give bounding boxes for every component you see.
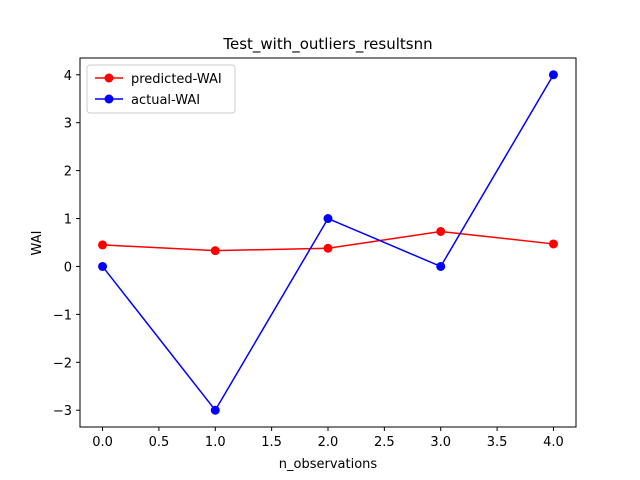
y-tick-label: 4 xyxy=(64,69,72,84)
y-tick-label: 2 xyxy=(64,165,72,180)
y-tick-label: −2 xyxy=(53,356,72,371)
x-axis-ticks: 0.0 0.5 1.0 1.5 2.0 2.5 3.0 3.5 4.0 xyxy=(92,427,564,450)
data-point-predicted-WAI xyxy=(323,243,333,253)
data-point-predicted-WAI xyxy=(548,239,558,249)
x-tick-label: 3.5 xyxy=(487,435,508,450)
legend-label: predicted-WAI xyxy=(131,72,222,87)
x-tick-label: 1.5 xyxy=(261,435,282,450)
x-tick-label: 2.5 xyxy=(374,435,395,450)
y-axis-label: WAI xyxy=(30,231,45,256)
data-point-predicted-WAI xyxy=(436,226,446,236)
y-tick-label: 0 xyxy=(64,260,72,275)
y-tick-label: 3 xyxy=(64,117,72,132)
x-tick-label: 0.0 xyxy=(92,435,113,450)
x-tick-label: 0.5 xyxy=(149,435,170,450)
series-actual-WAI xyxy=(98,70,558,415)
data-point-actual-WAI xyxy=(323,214,333,224)
y-tick-label: −1 xyxy=(53,308,72,323)
data-point-actual-WAI xyxy=(210,405,220,415)
data-point-predicted-WAI xyxy=(210,246,220,256)
x-tick-label: 3.0 xyxy=(430,435,451,450)
legend-marker xyxy=(104,73,114,83)
data-point-actual-WAI xyxy=(548,70,558,80)
data-point-actual-WAI xyxy=(98,261,108,271)
series-layer xyxy=(98,70,558,415)
chart-title: Test_with_outliers_resultsnn xyxy=(222,35,432,54)
x-tick-label: 4.0 xyxy=(543,435,564,450)
legend-item: predicted-WAI xyxy=(95,72,222,87)
legend: predicted-WAI actual-WAI xyxy=(86,64,236,114)
legend-box xyxy=(86,64,236,114)
y-axis-ticks: −3 −2 −1 0 1 2 3 4 xyxy=(53,69,80,419)
x-tick-label: 2.0 xyxy=(318,435,339,450)
y-tick-label: −3 xyxy=(53,404,72,419)
x-tick-label: 1.0 xyxy=(205,435,226,450)
x-axis-label: n_observations xyxy=(279,457,378,472)
series-predicted-WAI xyxy=(98,226,558,256)
legend-label: actual-WAI xyxy=(131,93,200,108)
data-point-actual-WAI xyxy=(436,261,446,271)
legend-item: actual-WAI xyxy=(95,93,200,108)
legend-marker xyxy=(104,94,114,104)
y-tick-label: 1 xyxy=(64,213,72,228)
data-point-predicted-WAI xyxy=(98,240,108,250)
